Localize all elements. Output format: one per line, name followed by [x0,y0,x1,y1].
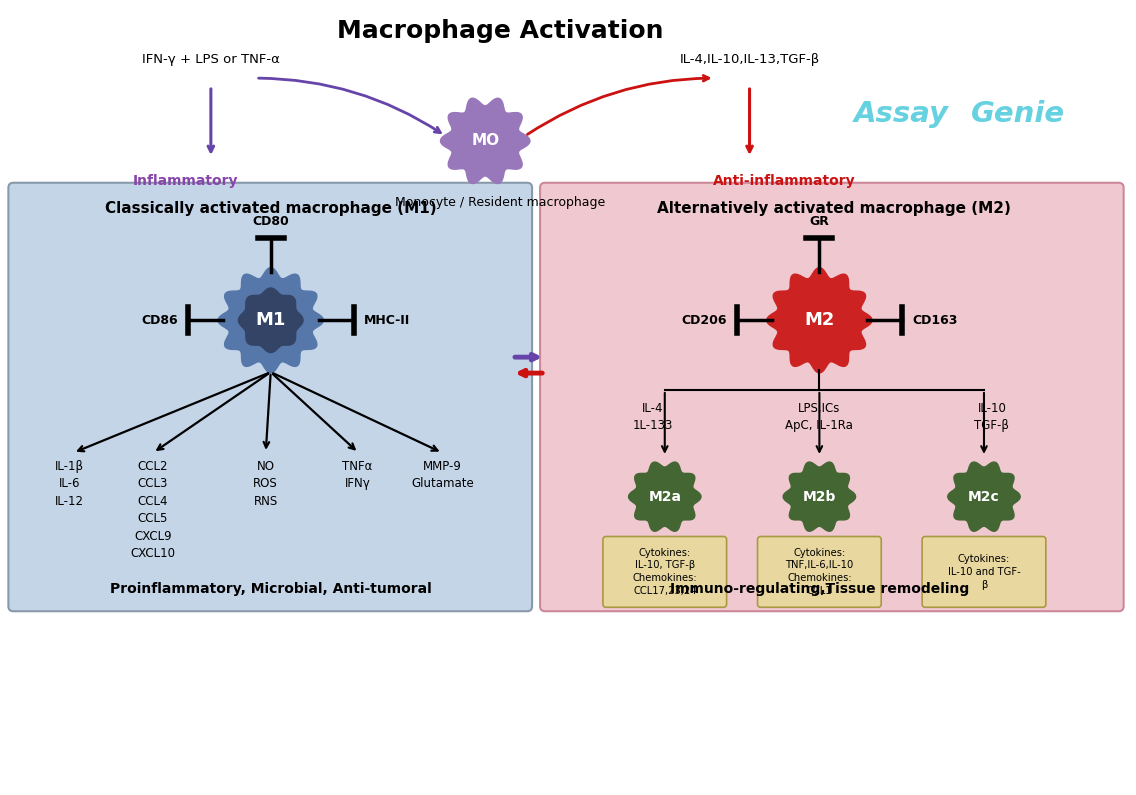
Text: NO
ROS
RNS: NO ROS RNS [253,460,278,508]
Text: Inflammatory: Inflammatory [133,174,239,188]
FancyBboxPatch shape [922,537,1046,607]
Text: IL-1β
IL-6
IL-12: IL-1β IL-6 IL-12 [55,460,84,508]
Polygon shape [628,462,701,531]
Text: Cytokines:
IL-10 and TGF-
β: Cytokines: IL-10 and TGF- β [947,554,1020,590]
Text: M2a: M2a [649,490,682,504]
Text: Anti-inflammatory: Anti-inflammatory [713,174,855,188]
Text: IFN-γ + LPS or TNF-α: IFN-γ + LPS or TNF-α [142,53,279,66]
Text: Classically activated macrophage (M1): Classically activated macrophage (M1) [105,201,436,216]
Text: MHC-II: MHC-II [364,314,410,327]
Text: Immuno-regulating,Tissue remodeling: Immuno-regulating,Tissue remodeling [670,582,969,596]
Text: M2: M2 [804,312,835,329]
Text: CD86: CD86 [141,314,178,327]
Text: CD163: CD163 [912,314,958,327]
Text: IL-4
1L-133: IL-4 1L-133 [633,402,673,432]
Text: Proinflammatory, Microbial, Anti-tumoral: Proinflammatory, Microbial, Anti-tumoral [110,582,432,596]
Polygon shape [218,268,324,373]
Text: M2b: M2b [803,490,836,504]
Text: CD206: CD206 [682,314,727,327]
Text: Macrophage Activation: Macrophage Activation [337,19,663,43]
Text: MO: MO [471,134,499,149]
Polygon shape [947,462,1020,531]
Text: IL-4,IL-10,IL-13,TGF-β: IL-4,IL-10,IL-13,TGF-β [679,53,820,66]
Polygon shape [783,462,855,531]
Text: LPS,ICs
ApC, IL-1Ra: LPS,ICs ApC, IL-1Ra [785,402,853,432]
Polygon shape [441,99,529,184]
FancyBboxPatch shape [540,183,1124,611]
Text: Monocyte / Resident macrophage: Monocyte / Resident macrophage [395,196,605,209]
Text: Cytokines:
IL-10, TGF-β
Chemokines:
CCL17,23,24: Cytokines: IL-10, TGF-β Chemokines: CCL1… [633,548,698,596]
Polygon shape [239,288,303,352]
FancyBboxPatch shape [758,537,882,607]
Text: GR: GR [810,215,829,227]
Text: CCL2
CCL3
CCL4
CCL5
CXCL9
CXCL10: CCL2 CCL3 CCL4 CCL5 CXCL9 CXCL10 [131,460,176,560]
Text: CD80: CD80 [252,215,289,227]
Text: TNFα
IFNγ: TNFα IFNγ [342,460,373,491]
Text: Assay: Assay [854,100,950,128]
Text: MMP-9
Glutamate: MMP-9 Glutamate [411,460,474,491]
Polygon shape [767,268,872,373]
Text: M1: M1 [256,312,286,329]
FancyBboxPatch shape [603,537,727,607]
Text: IL-10
TGF-β: IL-10 TGF-β [975,402,1010,432]
Text: Cytokines:
TNF,IL-6,IL-10
Chemokines:
CCL1: Cytokines: TNF,IL-6,IL-10 Chemokines: CC… [785,548,853,596]
FancyBboxPatch shape [8,183,532,611]
Text: Genie: Genie [971,100,1066,128]
Text: Alternatively activated macrophage (M2): Alternatively activated macrophage (M2) [658,201,1011,216]
Text: M2c: M2c [968,490,1000,504]
